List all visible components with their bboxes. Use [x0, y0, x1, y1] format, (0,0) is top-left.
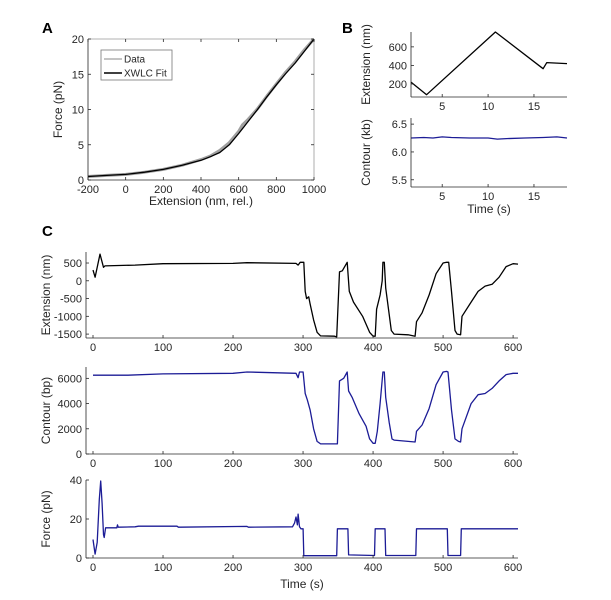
y-tick-label: 40 — [70, 475, 82, 487]
y-tick-label: 2000 — [58, 424, 82, 436]
y-tick-label: -1000 — [54, 311, 82, 323]
y-tick-label: 4000 — [58, 399, 82, 411]
panel-label: B — [342, 20, 353, 37]
x-tick-label: 600 — [504, 342, 522, 354]
x-tick-label: 1000 — [302, 184, 326, 196]
chart-B2: 5 10 15 5.5 6.0 6.5 Time (s) Contour (kb) — [359, 118, 568, 216]
x-axis-label: Extension (nm, rel.) — [149, 194, 253, 208]
y-tick-label: 600 — [389, 42, 407, 54]
x-tick-label: 400 — [364, 342, 382, 354]
x-tick-label: 300 — [294, 458, 312, 470]
chart-B1: 5 10 15 200 400 600 Extension (nm) B — [342, 20, 568, 113]
x-tick-label: 400 — [192, 184, 210, 196]
x-tick-label: 5 — [439, 101, 445, 113]
series-line-xwlc-fit — [87, 38, 315, 178]
x-tick-label: 600 — [229, 184, 247, 196]
x-tick-label: 0 — [123, 184, 129, 196]
x-tick-label: 200 — [224, 458, 242, 470]
y-tick-label: 0 — [78, 175, 84, 187]
series-line — [93, 370, 518, 445]
legend-entry: Data — [124, 55, 146, 66]
x-tick-label: 100 — [154, 342, 172, 354]
x-tick-label: 200 — [224, 342, 242, 354]
y-axis-label: Contour (bp) — [39, 377, 53, 444]
y-tick-label: 200 — [389, 79, 407, 91]
y-tick-label: 20 — [72, 34, 84, 46]
x-tick-label: 5 — [439, 191, 445, 203]
x-tick-label: 100 — [154, 562, 172, 574]
y-tick-label: 20 — [70, 514, 82, 526]
y-tick-label: -500 — [60, 294, 82, 306]
x-tick-label: 300 — [294, 342, 312, 354]
y-tick-label: 5.5 — [392, 175, 407, 187]
y-tick-label: 500 — [64, 258, 82, 270]
legend-box — [100, 49, 173, 81]
series-line — [92, 480, 518, 557]
series-line — [410, 136, 568, 140]
y-tick-label: 6.5 — [392, 119, 407, 131]
x-tick-label: 200 — [224, 562, 242, 574]
x-tick-label: 0 — [90, 562, 96, 574]
x-tick-label: 100 — [154, 458, 172, 470]
panel-label: C — [42, 223, 53, 240]
x-tick-label: 15 — [528, 191, 540, 203]
x-tick-label: 600 — [504, 562, 522, 574]
y-tick-label: 6000 — [58, 373, 82, 385]
series-line — [410, 31, 568, 96]
x-tick-label: -200 — [77, 184, 99, 196]
y-tick-label: 5 — [78, 140, 84, 152]
panel-label: A — [42, 20, 53, 37]
x-tick-label: 0 — [90, 342, 96, 354]
chart-C1: 0 100 200 300 400 500 600 500 0 -500 -1000 -1500Ext… — [39, 223, 522, 354]
y-tick-label: 0 — [76, 276, 82, 288]
x-tick-label: 300 — [294, 562, 312, 574]
x-tick-label: 400 — [364, 458, 382, 470]
x-tick-label: 800 — [267, 184, 285, 196]
x-axis-label: Time (s) — [467, 202, 511, 216]
series-line — [92, 253, 519, 338]
legend: Data XWLC Fit — [100, 49, 173, 81]
x-tick-label: 0 — [90, 458, 96, 470]
y-tick-label: 10 — [72, 105, 84, 117]
y-axis-label: Force (pN) — [51, 81, 65, 138]
chart-C2: 0 100 200 300 400 500 6000200040006000Contour … — [39, 367, 522, 470]
x-tick-label: 200 — [154, 184, 172, 196]
y-axis-label: Contour (kb) — [359, 119, 373, 186]
y-tick-label: -1500 — [54, 329, 82, 341]
x-tick-label: 15 — [528, 101, 540, 113]
y-tick-label: 0 — [76, 449, 82, 461]
legend-entry: XWLC Fit — [124, 69, 167, 80]
y-tick-label: 0 — [76, 553, 82, 565]
y-axis-label: Extension (nm) — [359, 24, 373, 105]
x-tick-label: 10 — [482, 191, 494, 203]
x-axis-label: Time (s) — [280, 577, 324, 591]
x-tick-label: 10 — [482, 101, 494, 113]
x-tick-label: 600 — [504, 458, 522, 470]
y-tick-label: 15 — [72, 69, 84, 81]
x-tick-label: 500 — [434, 342, 452, 354]
chart-C3: 0 100 200 300 400 500 600 0 20 40 Time (s) Force (p… — [39, 475, 522, 591]
x-tick-label: 400 — [364, 562, 382, 574]
y-axis-label: Extension (nm) — [39, 255, 53, 336]
y-axis-label: Force (pN) — [39, 490, 53, 547]
x-tick-label: 500 — [434, 562, 452, 574]
x-tick-label: 500 — [434, 458, 452, 470]
y-tick-label: 400 — [389, 60, 407, 72]
y-tick-label: 6.0 — [392, 147, 407, 159]
